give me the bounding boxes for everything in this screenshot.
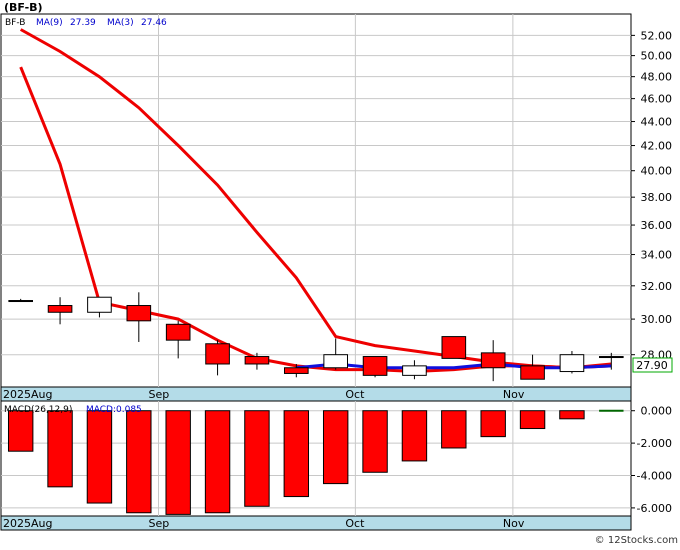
candle-body	[244, 356, 270, 365]
macd-tick-label: -2.000	[637, 437, 672, 450]
price-tick-label: 34.00	[641, 249, 673, 262]
price-panel	[0, 13, 632, 402]
price-date-band	[0, 386, 632, 402]
price-tick-label: 46.00	[641, 93, 673, 106]
candle	[126, 292, 152, 342]
price-tick-label: 36.00	[641, 219, 673, 232]
candle-body	[520, 365, 545, 380]
macd-legend-params: MACD(26,12,9)	[4, 405, 72, 415]
candle	[87, 296, 112, 318]
price-tick-label: 32.00	[641, 280, 673, 293]
macd-bar	[126, 410, 152, 514]
candle-body	[402, 365, 427, 376]
candle	[559, 351, 585, 374]
price-tick-label: 42.00	[641, 140, 673, 153]
macd-bar	[362, 410, 388, 473]
legend-ma3-label: MA(3)	[107, 18, 134, 28]
candle-body	[47, 305, 73, 313]
last-price-label: 27.90	[636, 359, 668, 372]
macd-bar	[47, 410, 73, 488]
legend-ma3-value: 27.46	[141, 18, 167, 28]
macd-tick-label: -4.000	[637, 470, 672, 483]
macd-bar	[204, 410, 231, 514]
candle-body	[323, 354, 348, 369]
macd-bar	[7, 410, 34, 452]
candle-body	[126, 305, 152, 322]
legend-ticker: BF-B	[5, 18, 25, 28]
candle	[441, 336, 467, 359]
price-tick-label: 48.00	[641, 71, 673, 84]
macd-bar	[283, 410, 310, 498]
legend-ma9-value: 27.39	[70, 18, 96, 28]
macd-x-label: Sep	[149, 517, 170, 530]
candle-body	[441, 336, 467, 359]
macd-bar	[559, 410, 585, 420]
price-y-axis: 52.00 50.00 48.00 46.00 44.00 42.00 40.00 38.00…	[631, 29, 673, 362]
price-x-label: 2025Aug	[3, 388, 52, 401]
price-tick-label: 40.00	[641, 165, 673, 178]
candle	[323, 338, 348, 370]
macd-histogram	[7, 409, 624, 515]
macd-tick-label: 0.000	[641, 405, 673, 418]
candle-body	[205, 343, 230, 365]
last-price-tag: 27.90	[632, 357, 673, 373]
macd-bar	[480, 410, 506, 438]
price-tick-label: 38.00	[641, 191, 673, 204]
ma-red-slow-line	[19, 28, 612, 370]
candle	[362, 356, 388, 378]
price-x-label: Oct	[345, 388, 365, 401]
macd-date-band	[0, 515, 632, 531]
moving-average-lines	[19, 28, 612, 374]
macd-legend-value: MACD:0.085	[86, 405, 142, 415]
macd-bar	[401, 410, 428, 462]
candle-body	[87, 296, 112, 313]
macd-x-label: Nov	[503, 517, 525, 530]
candle	[284, 363, 309, 378]
price-gridlines	[1, 14, 631, 387]
macd-bar	[86, 410, 113, 504]
macd-bar	[441, 410, 467, 449]
macd-tick-label: -6.000	[637, 502, 672, 515]
watermark: © 12Stocks.com	[595, 535, 678, 546]
macd-x-label: Oct	[345, 517, 365, 530]
candle-body	[284, 367, 309, 374]
price-tick-label: 50.00	[641, 50, 673, 63]
macd-y-axis: 0.000 -2.000 -4.000 -6.000	[631, 405, 672, 515]
candle	[165, 320, 191, 359]
candle	[402, 360, 427, 380]
price-legend: (BF-B) BF-B MA(9) 27.39 MA(3) 27.46	[4, 1, 167, 28]
candle-body	[8, 300, 33, 303]
candle	[8, 298, 33, 303]
candle	[47, 297, 73, 325]
price-x-label: Sep	[149, 388, 170, 401]
macd-legend: MACD(26,12,9) MACD:0.085	[4, 405, 142, 415]
macd-x-label: 2025Aug	[3, 517, 52, 530]
macd-bar	[165, 410, 191, 515]
price-tick-label: 30.00	[641, 313, 673, 326]
macd-bar	[322, 410, 349, 485]
candle	[599, 352, 624, 370]
candle-body	[559, 354, 585, 373]
ma-blue-line	[296, 362, 612, 370]
candle-body	[362, 356, 388, 376]
candle-body	[480, 352, 506, 369]
candle	[520, 354, 545, 380]
price-tick-label: 52.00	[641, 29, 673, 42]
candle	[205, 340, 230, 376]
price-x-label: Nov	[503, 388, 525, 401]
macd-bar	[244, 410, 270, 507]
candle	[244, 352, 270, 370]
candle	[480, 340, 506, 382]
legend-ma9-label: MA(9)	[36, 18, 63, 28]
date-axes: 2025Aug 2025Aug Sep Sep Oct Oct Nov Nov	[3, 388, 525, 530]
candle-body	[599, 356, 624, 359]
ticker-title: (BF-B)	[4, 1, 43, 14]
candlestick-series	[8, 292, 624, 382]
price-tick-label: 44.00	[641, 116, 673, 129]
candle-body	[165, 323, 191, 341]
macd-bar	[519, 410, 546, 430]
